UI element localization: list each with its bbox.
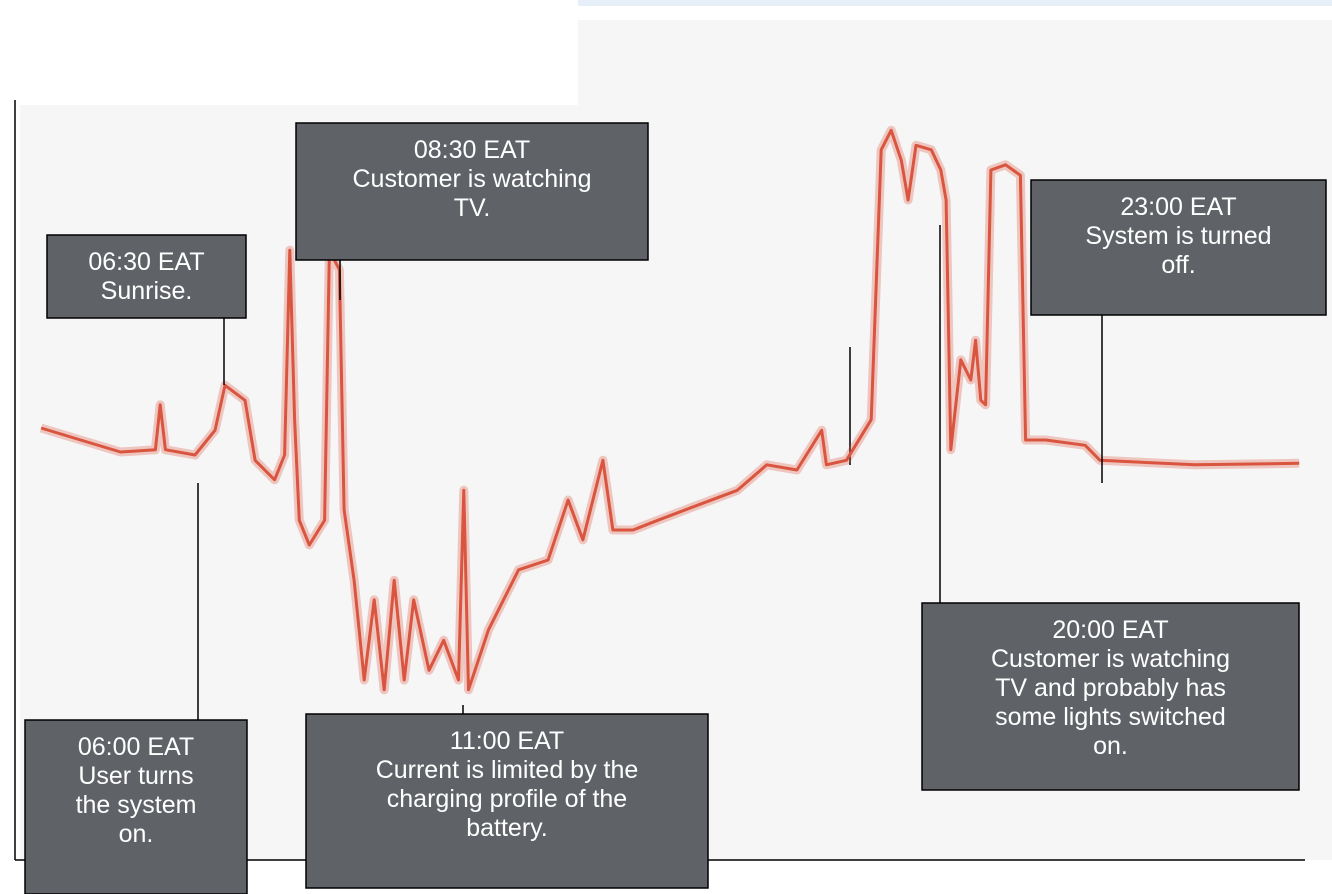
annotation-text: 23:00 EAT bbox=[1120, 193, 1236, 221]
annotation-text: 11:00 EAT bbox=[450, 727, 564, 755]
annotation-text: 06:00 EAT bbox=[78, 733, 194, 761]
annotation-box bbox=[24, 719, 248, 894]
annotation-text: Sunrise. bbox=[101, 277, 193, 305]
annotation-box bbox=[921, 602, 1300, 791]
annotation-box bbox=[295, 122, 649, 261]
annotation-text: TV and probably has bbox=[995, 674, 1226, 702]
annotation-text: 08:30 EAT bbox=[414, 136, 530, 164]
panel-bg bbox=[578, 20, 1332, 110]
series-line bbox=[40, 128, 1300, 692]
annotation-text: TV. bbox=[454, 194, 491, 222]
annotation-text: charging profile of the bbox=[387, 785, 627, 813]
annotation-box bbox=[305, 713, 709, 889]
annotation-box bbox=[46, 234, 247, 319]
annotation-text: System is turned bbox=[1085, 222, 1271, 250]
annotation-text: the system bbox=[76, 791, 197, 819]
annotation-text: off. bbox=[1161, 251, 1195, 279]
annotation-text: on. bbox=[119, 820, 154, 848]
annotation-text: battery. bbox=[466, 814, 548, 842]
annotation-text: on. bbox=[1093, 732, 1128, 760]
annotation-text: some lights switched bbox=[995, 703, 1226, 731]
annotation-text: Customer is watching bbox=[353, 165, 592, 193]
annotation-box bbox=[1030, 179, 1327, 316]
annotation-text: 06:30 EAT bbox=[88, 248, 204, 276]
annotation-text: Customer is watching bbox=[991, 645, 1230, 673]
annotation-text: User turns bbox=[78, 762, 193, 790]
top-strip bbox=[578, 0, 1332, 6]
annotation-text: 20:00 EAT bbox=[1052, 616, 1168, 644]
series-layer bbox=[39, 125, 1300, 695]
annotation-text: Current is limited by the bbox=[376, 756, 639, 784]
